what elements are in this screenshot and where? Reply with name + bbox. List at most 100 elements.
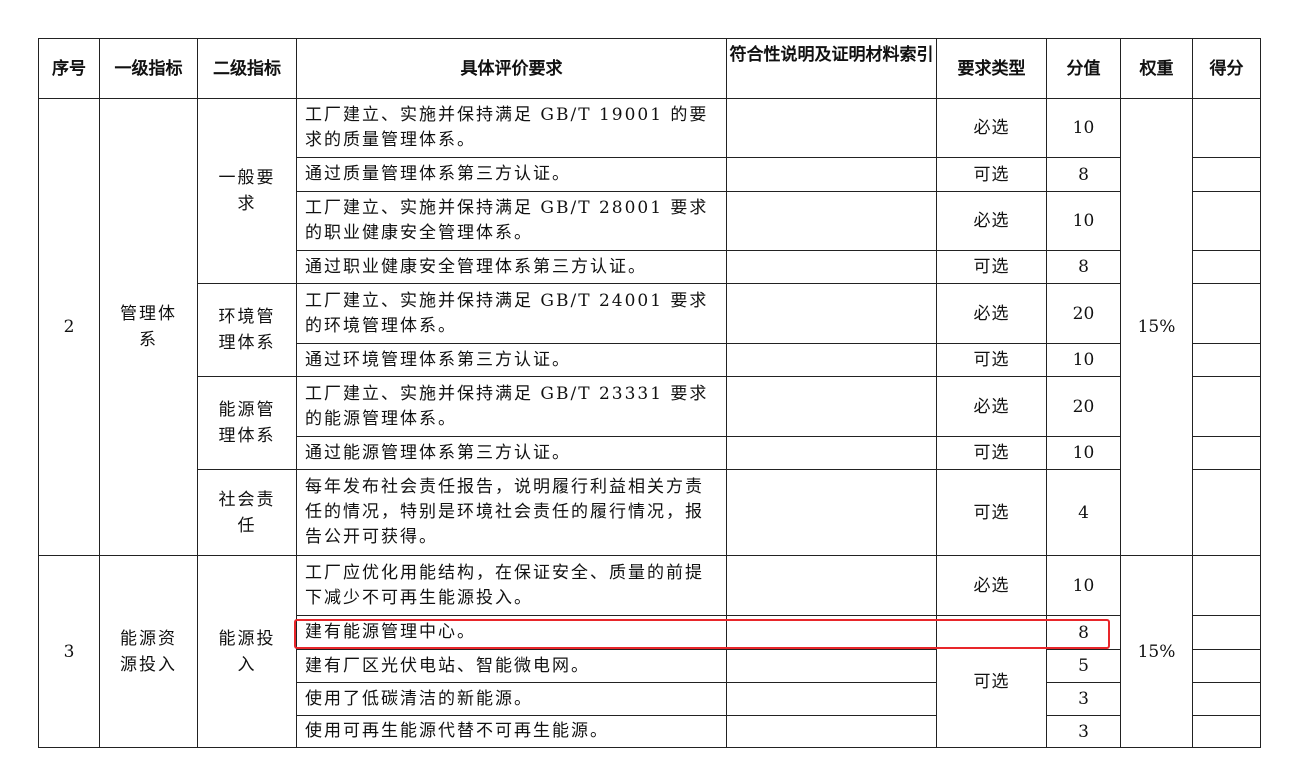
evidence-cell[interactable]: [726, 157, 937, 192]
result-cell[interactable]: [1192, 191, 1261, 251]
evidence-cell[interactable]: [726, 469, 937, 556]
requirement-type: 可选: [936, 250, 1047, 284]
requirement-text: 建有能源管理中心。: [296, 615, 727, 650]
score-value: 10: [1046, 436, 1121, 470]
evidence-cell[interactable]: [726, 191, 937, 251]
table-row: 环境管理体系 工厂建立、实施并保持满足 GB/T 24001 要求的环境管理体系。…: [39, 283, 1261, 377]
weight-value: 15%: [1120, 555, 1193, 748]
result-cell[interactable]: [1192, 436, 1261, 470]
evidence-cell[interactable]: [726, 250, 937, 284]
requirement-type: 必选: [936, 376, 1047, 437]
requirement-text: 建有厂区光伏电站、智能微电网。: [296, 649, 727, 683]
header-weight: 权重: [1120, 38, 1193, 99]
header-row: 序号 一级指标 二级指标 具体评价要求 符合性说明及证明材料索引 要求类型 分值…: [38, 38, 1261, 99]
score-value: 10: [1046, 343, 1121, 377]
level2-indicator: 能源投入: [197, 555, 297, 748]
table-row: 建有厂区光伏电站、智能微电网。 5: [39, 649, 1261, 683]
header-no: 序号: [38, 38, 100, 99]
requirement-text: 通过质量管理体系第三方认证。: [296, 157, 727, 192]
level1-indicator: 能源资源投入: [99, 555, 198, 748]
requirement-type: 可选: [936, 436, 1047, 470]
score-value: 8: [1046, 250, 1121, 284]
score-value: 10: [1046, 555, 1121, 616]
evidence-cell[interactable]: [726, 376, 937, 437]
evidence-cell[interactable]: [726, 715, 937, 748]
level2-indicator: 一般要求: [197, 98, 297, 284]
evidence-cell[interactable]: [726, 615, 937, 650]
level2-indicator: 环境管理体系: [197, 283, 297, 377]
result-cell[interactable]: [1192, 98, 1261, 158]
requirement-text: 工厂建立、实施并保持满足 GB/T 23331 要求的能源管理体系。: [296, 376, 727, 437]
result-cell[interactable]: [1192, 376, 1261, 437]
requirement-text: 工厂建立、实施并保持满足 GB/T 24001 要求的环境管理体系。: [296, 283, 727, 344]
table-row: 通过能源管理体系第三方认证。 可选 10: [39, 436, 1261, 470]
requirement-type: 必选: [936, 191, 1047, 251]
evidence-cell[interactable]: [726, 343, 937, 377]
requirement-type: 必选: [936, 555, 1047, 616]
requirement-text: 使用了低碳清洁的新能源。: [296, 682, 727, 716]
result-cell[interactable]: [1192, 283, 1261, 344]
level2-indicator: 社会责任: [197, 469, 297, 556]
score-value: 20: [1046, 283, 1121, 344]
evidence-cell[interactable]: [726, 283, 937, 344]
requirement-text: 工厂建立、实施并保持满足 GB/T 19001 的要求的质量管理体系。: [296, 98, 727, 158]
header-level1: 一级指标: [99, 38, 198, 99]
requirement-text: 通过职业健康安全管理体系第三方认证。: [296, 250, 727, 284]
score-value: 8: [1046, 615, 1121, 650]
result-cell[interactable]: [1192, 157, 1261, 192]
table-row: 通过环境管理体系第三方认证。 可选 10: [39, 343, 1261, 377]
table-row: 工厂建立、实施并保持满足 GB/T 28001 要求的职业健康安全管理体系。 必选…: [39, 191, 1261, 251]
requirement-text: 每年发布社会责任报告，说明履行利益相关方责任的情况，特别是环境社会责任的履行情况…: [296, 469, 727, 556]
result-cell[interactable]: [1192, 343, 1261, 377]
evidence-cell[interactable]: [726, 436, 937, 470]
requirement-type: 可选: [936, 615, 1047, 748]
result-cell[interactable]: [1192, 715, 1261, 748]
header-score: 分值: [1046, 38, 1121, 99]
evidence-cell[interactable]: [726, 682, 937, 716]
header-requirement: 具体评价要求: [296, 38, 727, 99]
evaluation-table: 序号 一级指标 二级指标 具体评价要求 符合性说明及证明材料索引 要求类型 分值…: [38, 38, 1261, 748]
score-value: 10: [1046, 191, 1121, 251]
result-cell[interactable]: [1192, 555, 1261, 616]
section-no: 2: [38, 98, 100, 556]
header-level2: 二级指标: [197, 38, 297, 99]
table-row: 通过质量管理体系第三方认证。 可选 8: [39, 157, 1261, 192]
table-row: 使用可再生能源代替不可再生能源。 3: [39, 715, 1261, 748]
section-no: 3: [38, 555, 100, 748]
requirement-type: 必选: [936, 98, 1047, 158]
table-row: 社会责任 每年发布社会责任报告，说明履行利益相关方责任的情况，特别是环境社会责任的…: [39, 469, 1261, 556]
result-cell[interactable]: [1192, 250, 1261, 284]
header-type: 要求类型: [936, 38, 1047, 99]
table-row: 2 管理体系 一般要求 工厂建立、实施并保持满足 GB/T 19001 的要求的质量管…: [38, 98, 1261, 556]
requirement-text: 工厂应优化用能结构，在保证安全、质量的前提下减少不可再生能源投入。: [296, 555, 727, 616]
score-value: 4: [1046, 469, 1121, 556]
result-cell[interactable]: [1192, 469, 1261, 556]
level1-indicator: 管理体系: [99, 98, 198, 556]
requirement-type: 可选: [936, 157, 1047, 192]
score-value: 3: [1046, 715, 1121, 748]
result-cell[interactable]: [1192, 682, 1261, 716]
table-row: 能源管理体系 工厂建立、实施并保持满足 GB/T 23331 要求的能源管理体系。…: [39, 376, 1261, 470]
requirement-text: 通过环境管理体系第三方认证。: [296, 343, 727, 377]
requirement-text: 工厂建立、实施并保持满足 GB/T 28001 要求的职业健康安全管理体系。: [296, 191, 727, 251]
header-evidence: 符合性说明及证明材料索引: [726, 38, 937, 99]
score-value: 5: [1046, 649, 1121, 683]
header-result: 得分: [1192, 38, 1261, 99]
score-value: 3: [1046, 682, 1121, 716]
score-value: 10: [1046, 98, 1121, 158]
evidence-cell[interactable]: [726, 98, 937, 158]
score-value: 20: [1046, 376, 1121, 437]
requirement-type: 可选: [936, 343, 1047, 377]
evidence-cell[interactable]: [726, 555, 937, 616]
table-row: 3 能源资源投入 能源投入 工厂应优化用能结构，在保证安全、质量的前提下减少不可再生能…: [38, 555, 1261, 748]
result-cell[interactable]: [1192, 649, 1261, 683]
requirement-type: 必选: [936, 283, 1047, 344]
table-row: 通过职业健康安全管理体系第三方认证。 可选 8: [39, 250, 1261, 284]
level2-indicator: 能源管理体系: [197, 376, 297, 470]
score-value: 8: [1046, 157, 1121, 192]
weight-value: 15%: [1120, 98, 1193, 556]
requirement-text: 通过能源管理体系第三方认证。: [296, 436, 727, 470]
evidence-cell[interactable]: [726, 649, 937, 683]
requirement-type: 可选: [936, 469, 1047, 556]
result-cell[interactable]: [1192, 615, 1261, 650]
